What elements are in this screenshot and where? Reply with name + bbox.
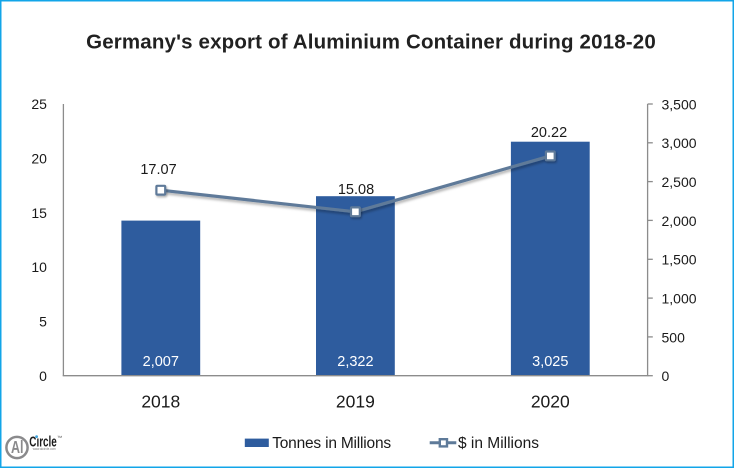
svg-text:2018: 2018 (141, 391, 180, 411)
svg-text:1,500: 1,500 (662, 252, 697, 268)
svg-text:2,007: 2,007 (143, 354, 179, 370)
svg-text:0: 0 (662, 368, 670, 384)
svg-text:Tonnes in Millions: Tonnes in Millions (272, 435, 391, 452)
svg-text:10: 10 (31, 259, 47, 275)
svg-text:15.08: 15.08 (338, 182, 374, 198)
svg-text:20: 20 (31, 151, 47, 167)
svg-text:3,025: 3,025 (532, 354, 568, 370)
svg-text:www.alcircle.com: www.alcircle.com (33, 447, 56, 451)
svg-text:3,000: 3,000 (662, 135, 697, 151)
svg-text:1,000: 1,000 (662, 291, 697, 307)
svg-text:5: 5 (39, 314, 47, 330)
svg-text:2019: 2019 (336, 391, 375, 411)
svg-text:20.22: 20.22 (531, 125, 567, 141)
svg-text:™: ™ (57, 436, 63, 442)
svg-text:0: 0 (39, 368, 47, 384)
svg-text:$ in Millions: $ in Millions (458, 435, 539, 452)
svg-text:15: 15 (31, 205, 47, 221)
svg-text:17.07: 17.07 (140, 162, 176, 178)
svg-text:500: 500 (662, 329, 686, 345)
svg-text:3,500: 3,500 (662, 96, 697, 112)
svg-text:2,000: 2,000 (662, 213, 697, 229)
svg-text:Cırcle: Cırcle (29, 435, 57, 451)
svg-text:2020: 2020 (531, 391, 570, 411)
svg-text:25: 25 (31, 96, 47, 112)
svg-text:Germany's export of Aluminium: Germany's export of Aluminium Container … (86, 31, 656, 54)
svg-text:2,500: 2,500 (662, 174, 697, 190)
svg-text:Al: Al (11, 437, 24, 457)
svg-text:2,322: 2,322 (337, 354, 373, 370)
